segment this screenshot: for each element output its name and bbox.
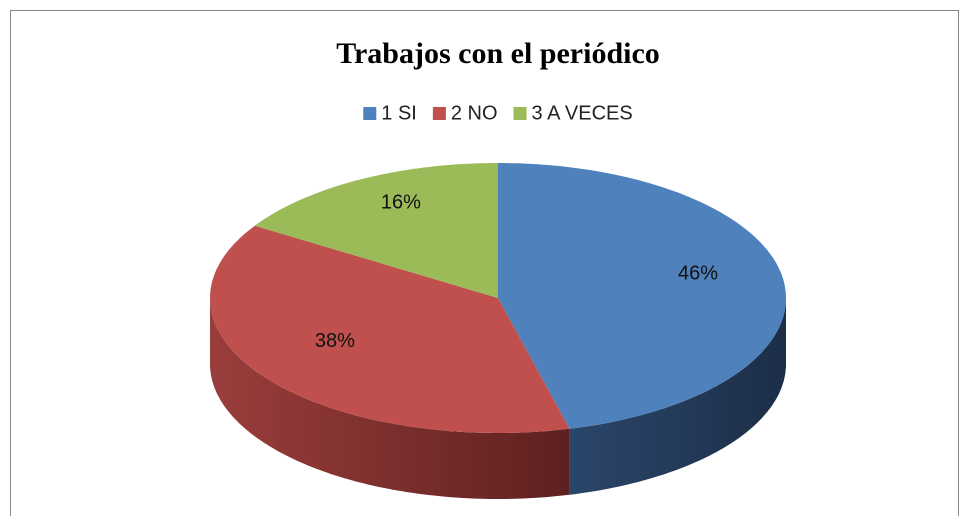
chart-title: Trabajos con el periódico [336,37,660,70]
legend-label: 2 NO [451,102,498,124]
data-label: 16% [381,191,421,213]
data-label: 38% [315,330,355,352]
slice-side [210,298,570,499]
legend-swatch [432,107,446,120]
legend-swatch [363,107,377,120]
legend-label: 1 SI [381,102,417,124]
legend-swatch [513,107,527,120]
data-label: 46% [678,262,718,284]
slice [254,163,498,298]
slice-side [569,298,786,495]
slice [210,225,570,433]
slice [498,163,786,429]
legend-label: 3 A VECES [532,102,633,124]
